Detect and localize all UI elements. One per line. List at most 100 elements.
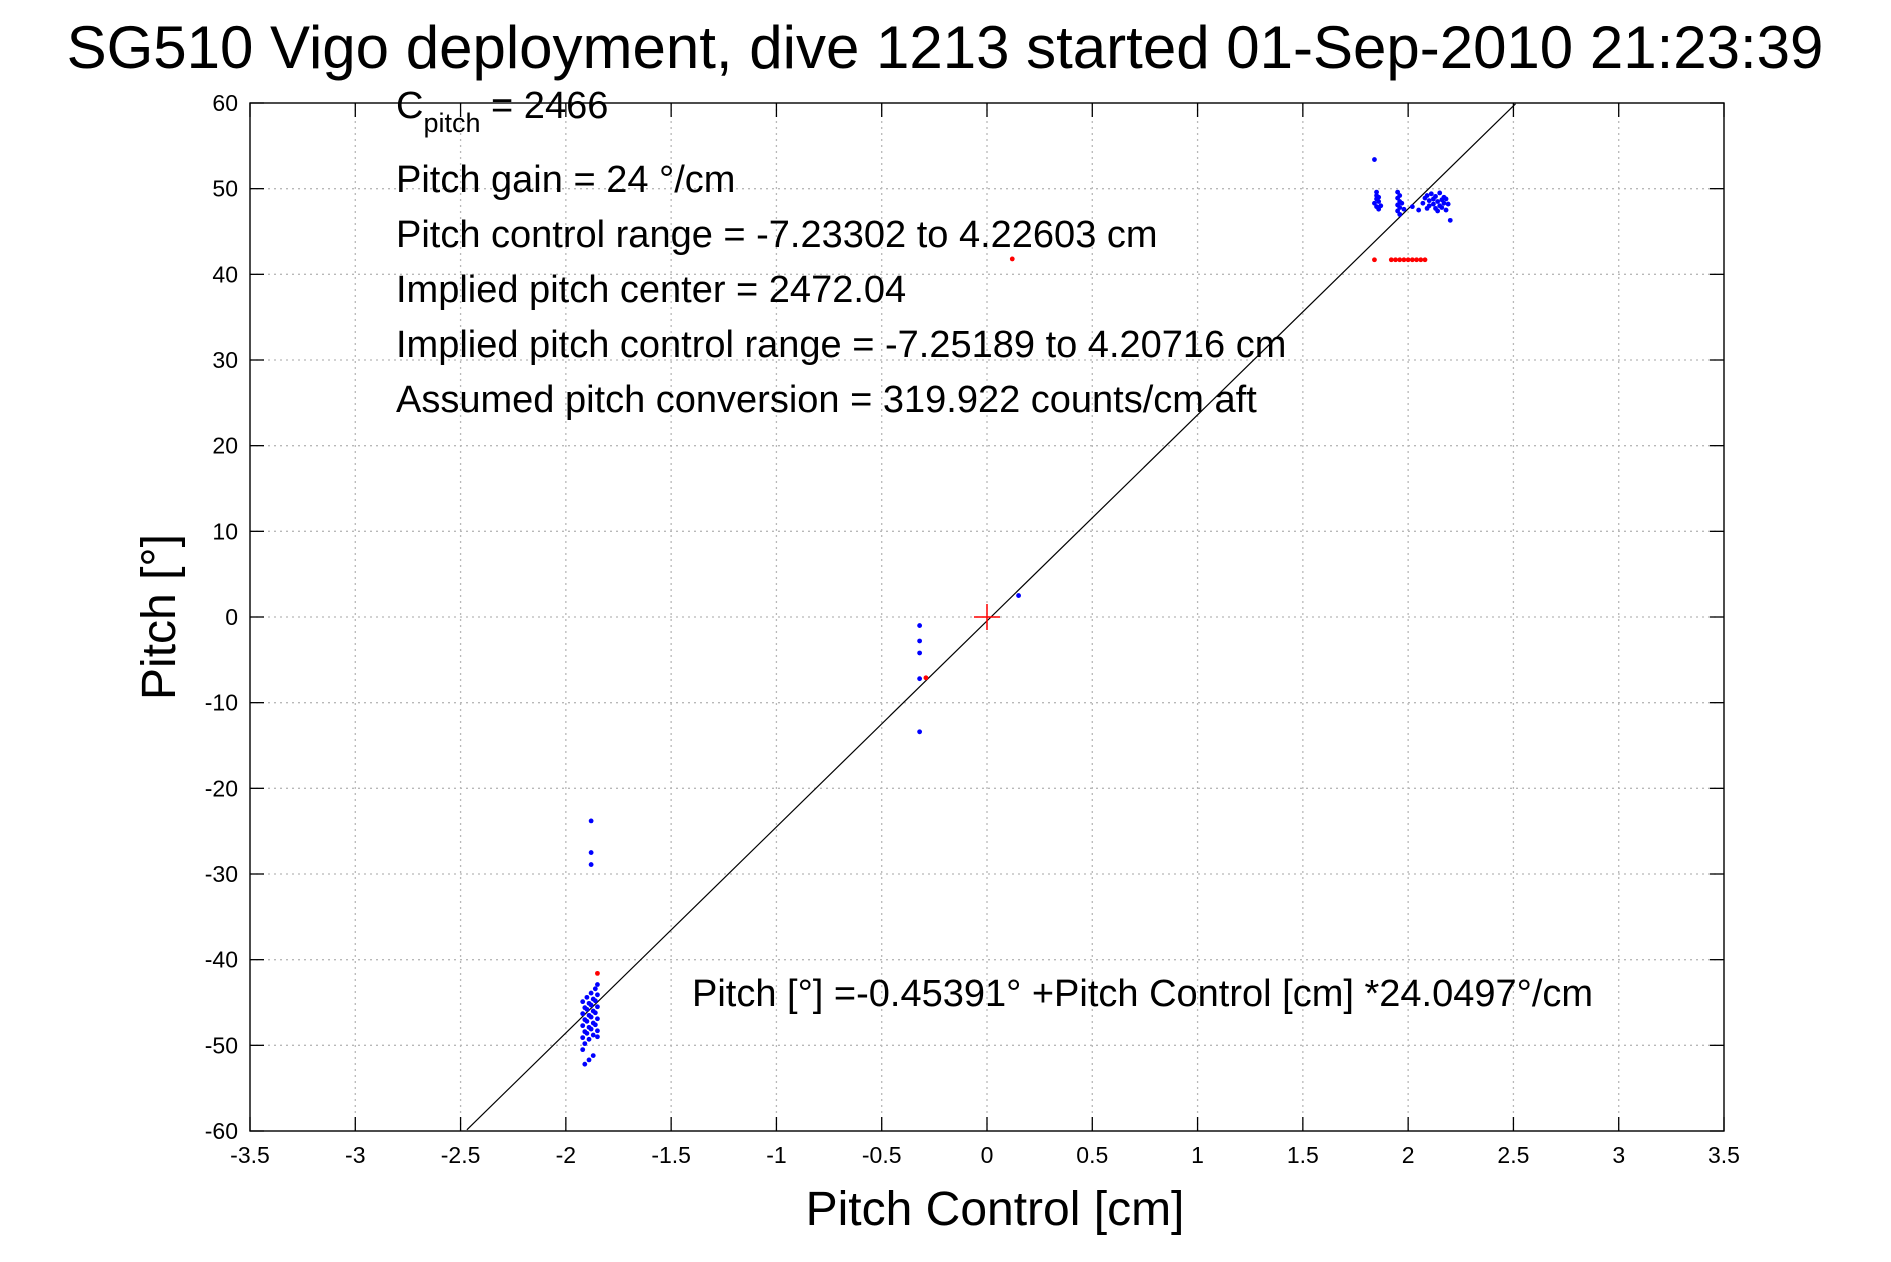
series-group [595, 256, 1428, 976]
data-point [1435, 208, 1441, 214]
data-point [590, 1053, 596, 1059]
data-point [580, 1011, 586, 1017]
series-group [580, 157, 1453, 1067]
data-point [590, 1032, 596, 1038]
data-points [580, 157, 1453, 1067]
data-point [580, 1035, 586, 1041]
data-point [586, 1057, 592, 1063]
data-point [923, 675, 929, 681]
data-point [1424, 205, 1430, 211]
x-tick-label: 3.5 [1708, 1142, 1740, 1168]
data-point [1422, 257, 1428, 263]
data-point [1372, 200, 1377, 206]
data-point [917, 638, 923, 644]
data-point [595, 1028, 600, 1034]
data-point [588, 990, 594, 996]
data-point [1409, 257, 1415, 263]
data-point [588, 1014, 594, 1020]
data-point [917, 676, 923, 682]
data-point [1426, 198, 1432, 204]
data-point [592, 1010, 598, 1016]
data-point [580, 1023, 586, 1029]
y-tick-labels: 60 50 40 30 20 10 0 -10 -20 -30 -40 -50 -60 [205, 90, 238, 1144]
data-point [584, 1006, 590, 1012]
data-point [1401, 206, 1407, 212]
data-point [584, 1018, 590, 1024]
annotation-pitch-control-range: Pitch control range = -7.23302 to 4.2260… [396, 214, 1158, 256]
x-tick-label: 2 [1402, 1142, 1415, 1168]
data-point [588, 818, 594, 824]
data-point [1395, 208, 1401, 214]
data-point [917, 650, 923, 656]
data-point [1447, 217, 1453, 223]
data-point [595, 1004, 600, 1010]
data-point [1395, 195, 1401, 201]
y-tick-label: 60 [212, 90, 238, 116]
data-point [592, 1022, 598, 1028]
x-tick-label: 2.5 [1497, 1142, 1529, 1168]
annotation-block: Cpitch = 2466 Pitch gain = 24 °/cm Pitch… [396, 85, 1286, 421]
c-pitch-value: = 2466 [481, 85, 609, 127]
y-tick-label: -50 [205, 1032, 238, 1058]
data-point [917, 729, 923, 735]
data-point [584, 1030, 590, 1036]
x-tick-label: 0.5 [1076, 1142, 1108, 1168]
data-point [1441, 200, 1447, 206]
data-point [588, 850, 594, 855]
data-point [1374, 204, 1379, 210]
data-point [1016, 593, 1021, 598]
data-point [595, 1034, 600, 1040]
c-pitch-subscript: pitch [423, 108, 480, 138]
data-point [1439, 205, 1445, 210]
data-point [1401, 257, 1407, 263]
data-point [1393, 257, 1398, 263]
data-point [1374, 189, 1379, 195]
data-point [1397, 211, 1403, 217]
data-point [1418, 257, 1424, 263]
data-point [595, 992, 600, 998]
data-point [582, 1061, 588, 1067]
data-point [1399, 200, 1405, 206]
x-tick-label: 3 [1612, 1142, 1625, 1168]
data-point [1388, 257, 1394, 263]
y-tick-label: 50 [212, 176, 238, 202]
center-marker [974, 604, 1000, 630]
x-tick-label: -2 [556, 1142, 576, 1168]
y-tick-label: -60 [205, 1118, 238, 1144]
data-point [592, 998, 598, 1004]
data-point [588, 1002, 594, 1008]
chart-title: SG510 Vigo deployment, dive 1213 started… [67, 14, 1824, 81]
annotation-pitch-gain: Pitch gain = 24 °/cm [396, 159, 735, 201]
data-point [1443, 196, 1449, 202]
data-point [1431, 201, 1436, 207]
data-point [1437, 190, 1443, 196]
annotation-assumed-pitch-conversion: Assumed pitch conversion = 319.922 count… [396, 379, 1257, 421]
x-axis-label: Pitch Control [cm] [806, 1183, 1185, 1236]
data-point [595, 970, 600, 976]
data-point [1445, 201, 1451, 207]
data-point [592, 986, 598, 992]
data-point [1378, 203, 1384, 209]
data-point [1433, 193, 1438, 199]
data-point [1397, 205, 1403, 210]
c-pitch-symbol: C [396, 85, 423, 127]
y-tick-label: -20 [205, 775, 238, 801]
data-point [580, 999, 586, 1005]
data-point [1397, 257, 1403, 263]
data-point [588, 1026, 594, 1032]
y-tick-label: 30 [212, 347, 238, 373]
data-point [1420, 200, 1426, 206]
data-point [1395, 189, 1401, 195]
data-point [582, 1041, 588, 1047]
x-tick-label: 0 [981, 1142, 994, 1168]
data-point [580, 1047, 586, 1053]
data-point [1376, 194, 1382, 200]
x-tick-label: -3 [345, 1142, 365, 1168]
data-point [1405, 257, 1411, 263]
y-tick-label: 40 [212, 261, 238, 287]
data-point [595, 982, 600, 987]
y-tick-label: -40 [205, 947, 238, 973]
data-point [1409, 204, 1415, 210]
